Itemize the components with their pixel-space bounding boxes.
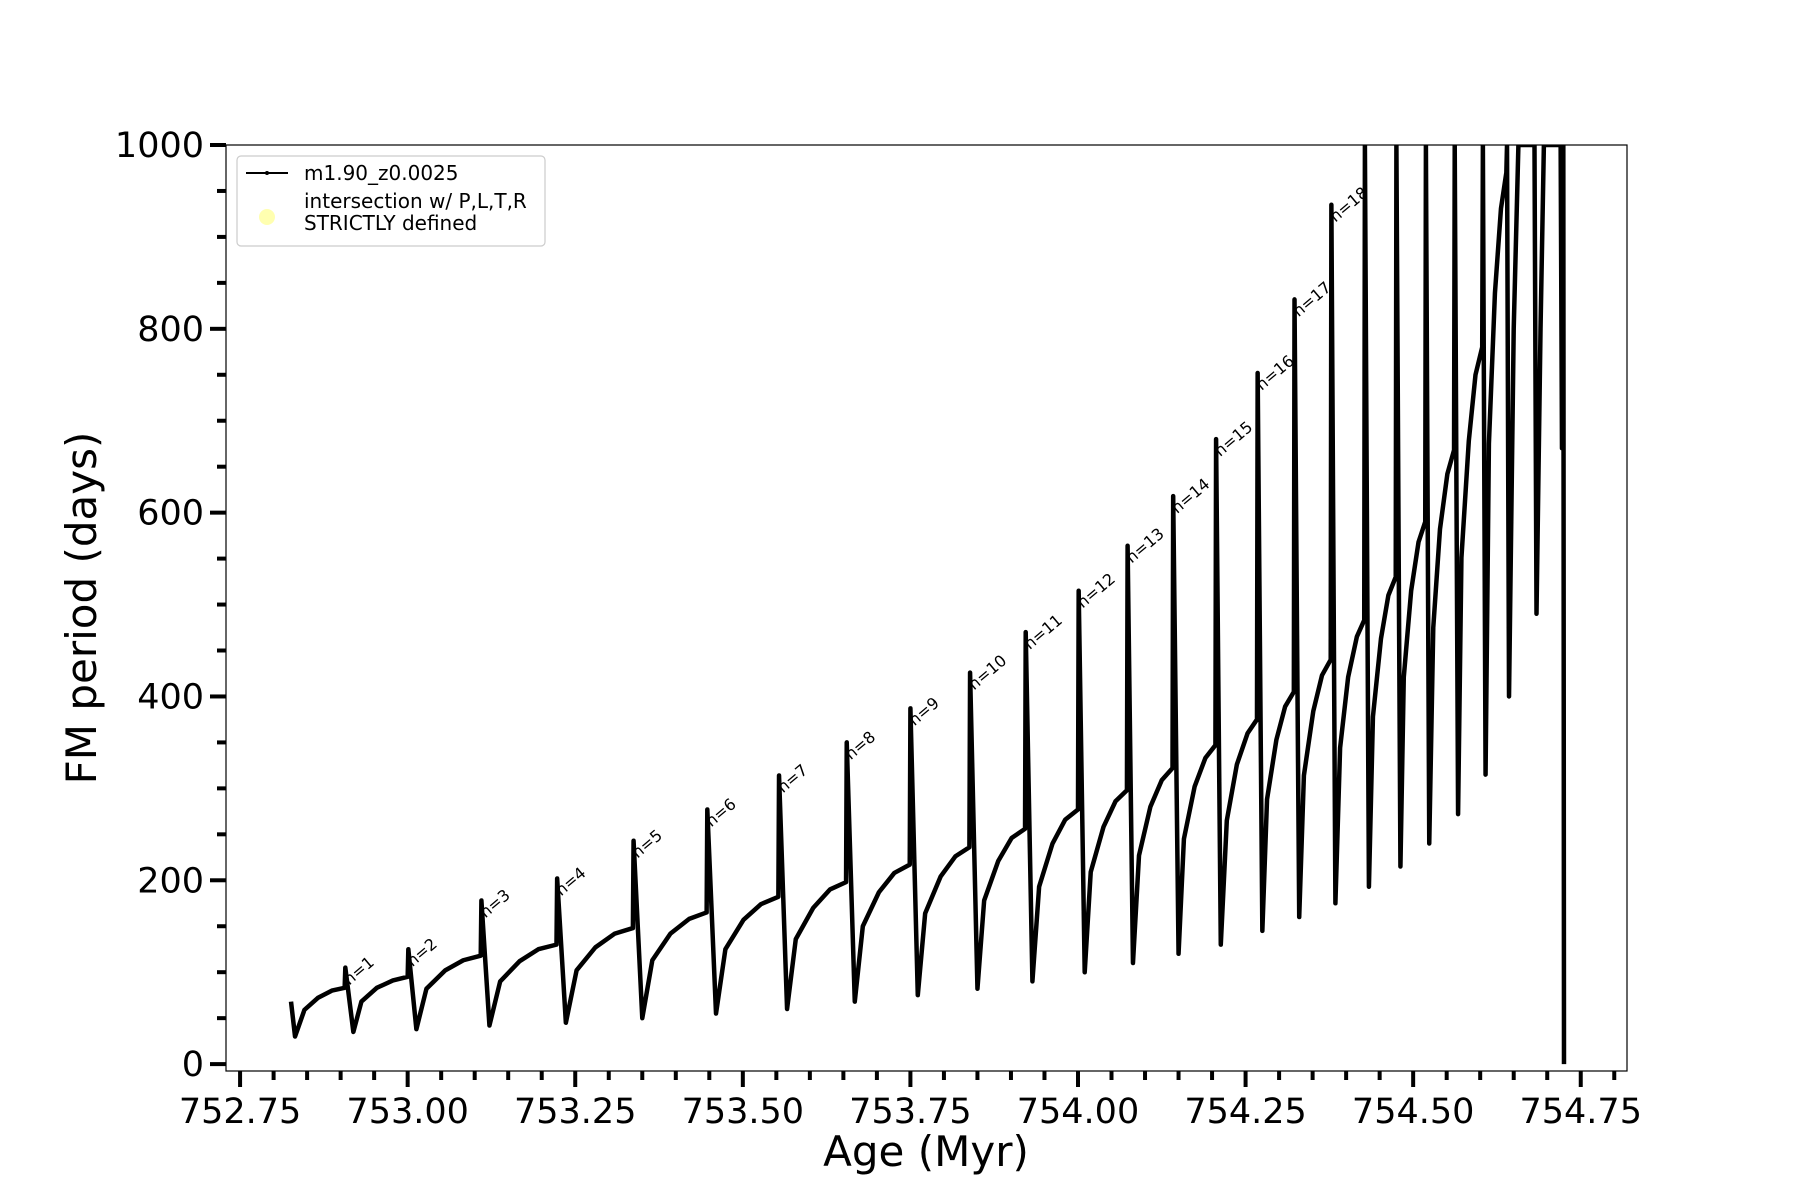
y-tick-label: 1000 xyxy=(115,126,204,166)
annotation: n=14 xyxy=(1168,474,1214,517)
annotation: n=12 xyxy=(1073,569,1119,612)
legend-marker xyxy=(265,171,269,175)
legend-label: m1.90_z0.0025 xyxy=(304,161,459,185)
x-tick-label: 753.25 xyxy=(514,1092,636,1132)
y-axis-label: FM period (days) xyxy=(57,432,106,785)
annotation: n=11 xyxy=(1020,610,1066,653)
plot-frame xyxy=(225,144,1628,1072)
x-tick-label: 754.50 xyxy=(1352,1092,1474,1132)
x-tick-label: 753.50 xyxy=(682,1092,804,1132)
plot-area xyxy=(288,145,1567,1065)
y-tick-label: 200 xyxy=(137,861,204,901)
legend-label: intersection w/ P,L,T,R STRICTLY defined xyxy=(304,189,527,235)
legend-box xyxy=(236,155,546,247)
x-tick-label: 754.00 xyxy=(1017,1092,1139,1132)
legend: m1.90_z0.0025 intersection w/ P,L,T,R STRI… xyxy=(236,155,546,247)
annotation: n=13 xyxy=(1122,524,1168,567)
y-tick-label: 600 xyxy=(137,494,204,534)
y-tick-label: 400 xyxy=(137,677,204,717)
y-tick-label: 800 xyxy=(137,310,204,350)
annotation: n=15 xyxy=(1210,417,1256,460)
annotation: n=16 xyxy=(1252,351,1298,394)
x-tick-label: 752.75 xyxy=(179,1092,301,1132)
x-tick-label: 754.75 xyxy=(1520,1092,1642,1132)
x-axis-label: Age (Myr) xyxy=(823,1127,1029,1176)
annotation: n=17 xyxy=(1289,278,1335,321)
legend-marker xyxy=(259,209,275,225)
x-tick-label: 753.75 xyxy=(849,1092,971,1132)
x-tick-label: 754.25 xyxy=(1184,1092,1306,1132)
annotation: n=10 xyxy=(964,651,1010,694)
y-tick-label: 0 xyxy=(182,1045,204,1085)
x-tick-label: 753.00 xyxy=(346,1092,468,1132)
data-line xyxy=(288,145,1567,1065)
